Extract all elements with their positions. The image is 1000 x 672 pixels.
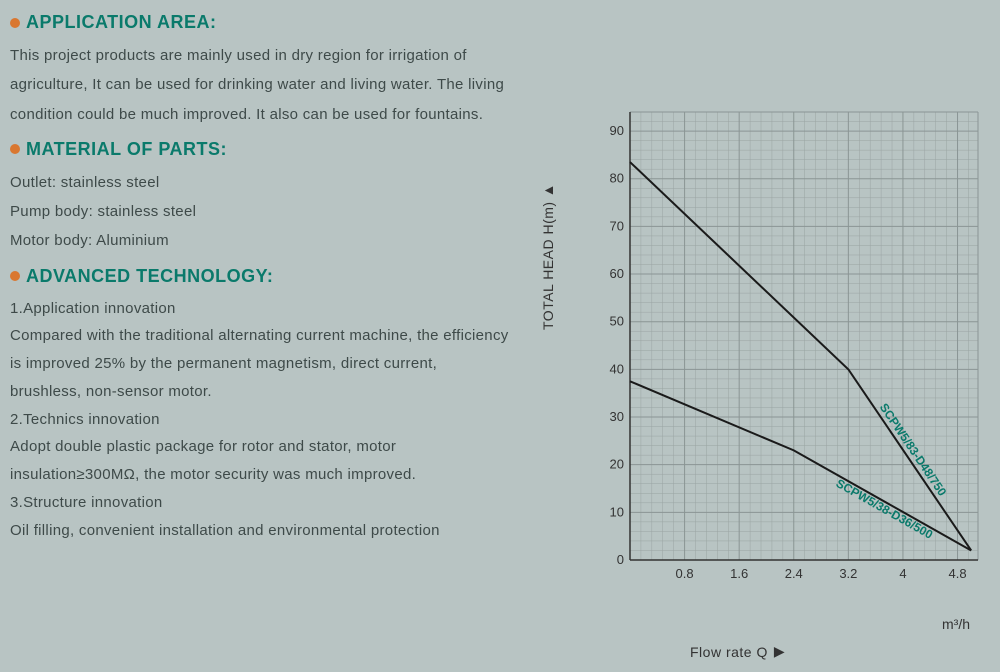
plot-area: 0 10 20 30 40 50 60 70 80 90 0.8 1.6 2.4 3.2 4 4.8 SCPW5… [600, 110, 980, 590]
title-text: MATERIAL OF PARTS: [26, 139, 227, 160]
subhead: 2.Technics innovation [10, 406, 510, 434]
y-axis-label: TOTAL HEAD H(m) ▲ [540, 183, 556, 330]
bullet-icon [10, 18, 20, 28]
title-text: ADVANCED TECHNOLOGY: [26, 266, 273, 287]
para: Oil filling, convenient installation and… [10, 517, 510, 545]
material-line: Pump body: stainless steel [10, 197, 510, 226]
svg-text:60: 60 [610, 266, 624, 281]
bullet-icon [10, 144, 20, 154]
material-line: Outlet: stainless steel [10, 168, 510, 197]
svg-text:10: 10 [610, 504, 624, 519]
subhead: 1.Application innovation [10, 295, 510, 323]
para: Compared with the traditional alternatin… [10, 322, 510, 405]
arrow-up-icon: ▲ [540, 183, 556, 197]
advanced-tech-body: 1.Application innovation Compared with t… [10, 295, 510, 545]
svg-text:80: 80 [610, 171, 624, 186]
svg-text:70: 70 [610, 218, 624, 233]
chart-svg: 0 10 20 30 40 50 60 70 80 90 0.8 1.6 2.4 3.2 4 4.8 SCPW5… [600, 110, 980, 590]
pump-performance-chart: TOTAL HEAD H(m) ▲ 0 10 20 30 40 50 60 70 80 90 0.8… [540, 100, 990, 660]
subhead: 3.Structure innovation [10, 489, 510, 517]
para: Adopt double plastic package for rotor a… [10, 433, 510, 489]
svg-text:90: 90 [610, 123, 624, 138]
application-area-text: This project products are mainly used in… [10, 41, 510, 129]
x-unit: m³/h [942, 616, 970, 632]
arrow-right-icon: ▶ [774, 643, 785, 660]
y-axis-label-text: TOTAL HEAD H(m) [540, 201, 556, 330]
application-area-title: APPLICATION AREA: [10, 12, 510, 33]
x-axis-label-text: Flow rate Q [690, 644, 768, 660]
svg-text:2.4: 2.4 [785, 566, 803, 581]
svg-text:30: 30 [610, 409, 624, 424]
svg-text:0: 0 [617, 552, 624, 567]
svg-text:SCPW5/83-D48/750: SCPW5/83-D48/750 [877, 401, 950, 499]
svg-text:40: 40 [610, 361, 624, 376]
x-axis-label: Flow rate Q ▶ [690, 643, 785, 660]
svg-text:SCPW5/38-D36/500: SCPW5/38-D36/500 [834, 476, 936, 542]
svg-text:0.8: 0.8 [676, 566, 694, 581]
material-line: Motor body: Aluminium [10, 226, 510, 255]
bullet-icon [10, 271, 20, 281]
title-text: APPLICATION AREA: [26, 12, 217, 33]
material-title: MATERIAL OF PARTS: [10, 139, 510, 160]
material-lines: Outlet: stainless steel Pump body: stain… [10, 168, 510, 256]
svg-text:20: 20 [610, 457, 624, 472]
svg-text:3.2: 3.2 [839, 566, 857, 581]
svg-text:50: 50 [610, 314, 624, 329]
advanced-tech-title: ADVANCED TECHNOLOGY: [10, 266, 510, 287]
svg-text:1.6: 1.6 [730, 566, 748, 581]
svg-text:4: 4 [899, 566, 906, 581]
svg-text:4.8: 4.8 [948, 566, 966, 581]
